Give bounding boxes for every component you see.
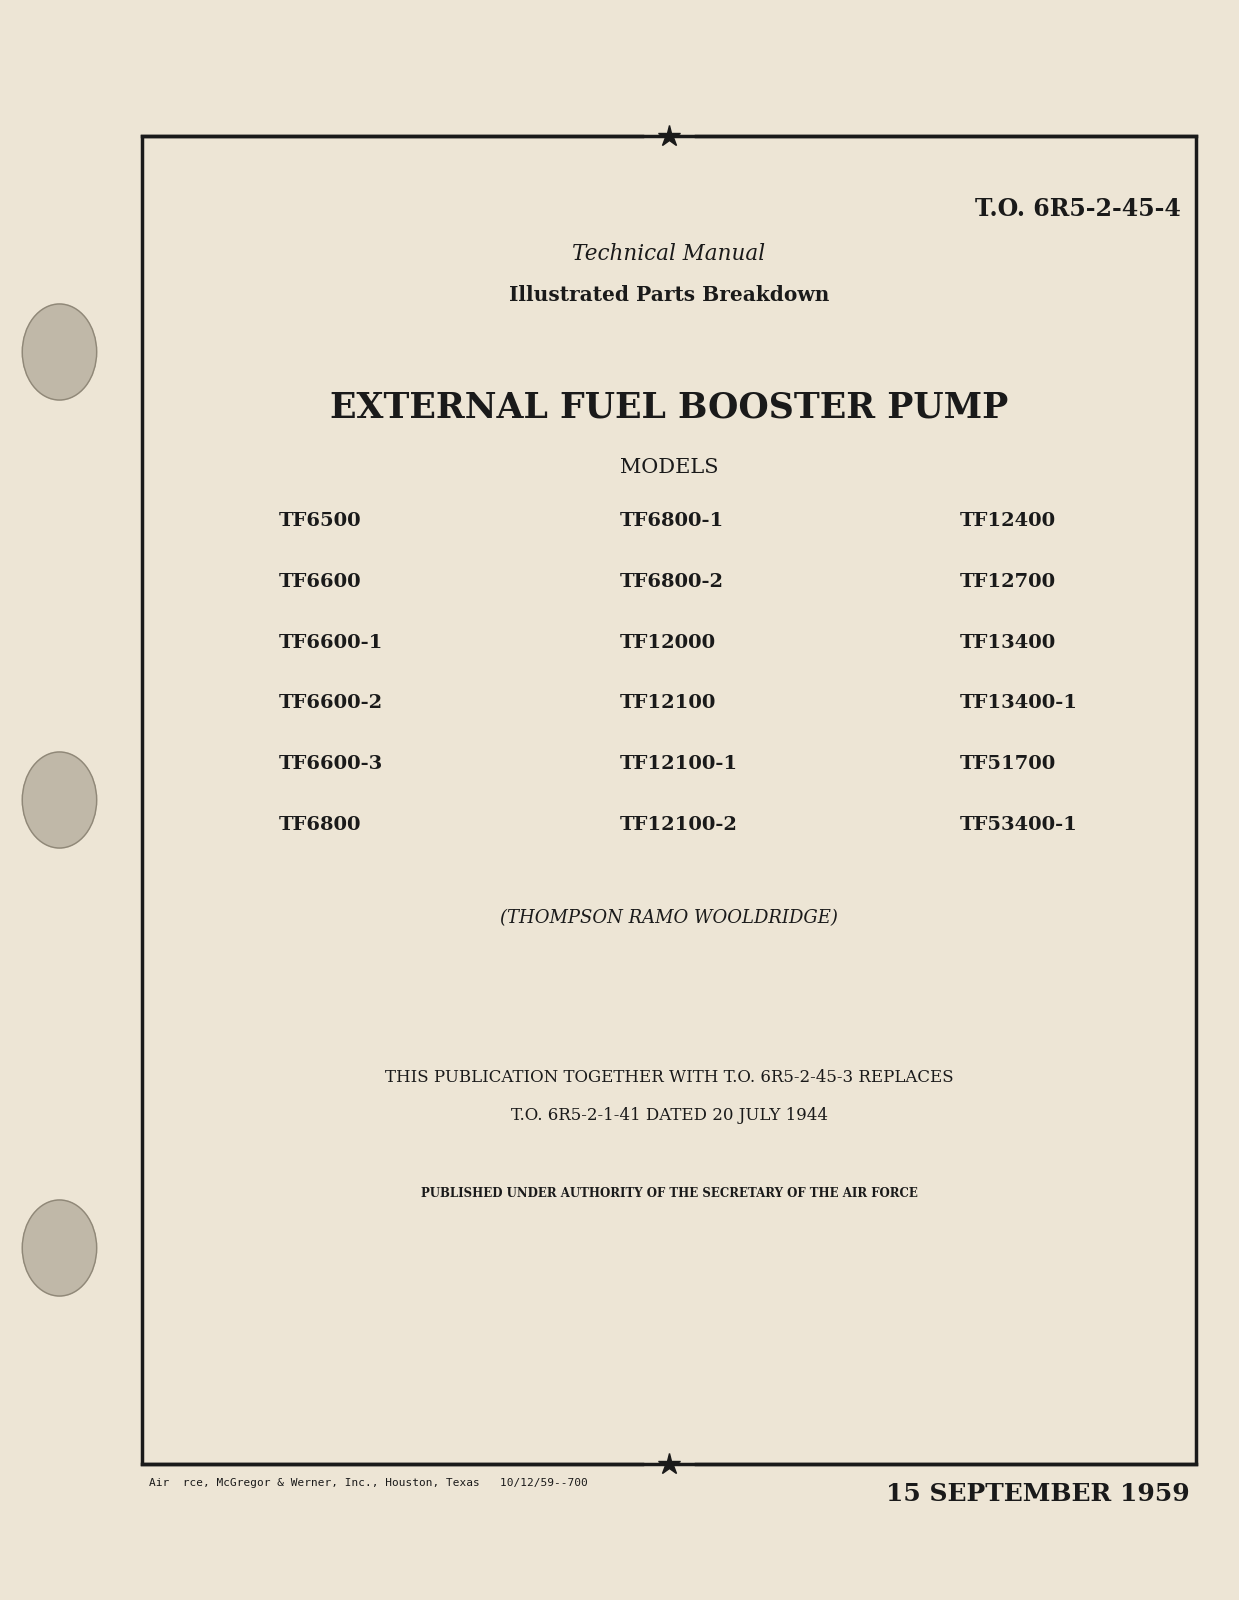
Text: 15 SEPTEMBER 1959: 15 SEPTEMBER 1959: [886, 1482, 1189, 1506]
Text: Illustrated Parts Breakdown: Illustrated Parts Breakdown: [509, 285, 829, 306]
Text: THIS PUBLICATION TOGETHER WITH T.O. 6R5-2-45-3 REPLACES: THIS PUBLICATION TOGETHER WITH T.O. 6R5-…: [385, 1069, 953, 1086]
Text: TF6600: TF6600: [279, 573, 362, 590]
Text: TF12700: TF12700: [960, 573, 1057, 590]
Circle shape: [22, 1200, 97, 1296]
Text: TF6800-1: TF6800-1: [620, 512, 724, 530]
Text: (THOMPSON RAMO WOOLDRIDGE): (THOMPSON RAMO WOOLDRIDGE): [501, 909, 838, 926]
Text: TF12400: TF12400: [960, 512, 1057, 530]
Text: EXTERNAL FUEL BOOSTER PUMP: EXTERNAL FUEL BOOSTER PUMP: [330, 390, 1009, 424]
Circle shape: [22, 752, 97, 848]
Text: T.O. 6R5-2-1-41 DATED 20 JULY 1944: T.O. 6R5-2-1-41 DATED 20 JULY 1944: [510, 1107, 828, 1125]
Text: TF12000: TF12000: [620, 634, 716, 651]
Text: TF6600-2: TF6600-2: [279, 694, 383, 712]
Text: TF51700: TF51700: [960, 755, 1057, 773]
Text: T.O. 6R5-2-45-4: T.O. 6R5-2-45-4: [975, 197, 1181, 221]
Text: TF12100-2: TF12100-2: [620, 816, 737, 834]
Text: Air  rce, McGregor & Werner, Inc., Houston, Texas   10/12/59--700: Air rce, McGregor & Werner, Inc., Housto…: [149, 1478, 587, 1488]
Text: TF13400-1: TF13400-1: [960, 694, 1078, 712]
Text: TF6800-2: TF6800-2: [620, 573, 724, 590]
Text: TF12100: TF12100: [620, 694, 716, 712]
Text: PUBLISHED UNDER AUTHORITY OF THE SECRETARY OF THE AIR FORCE: PUBLISHED UNDER AUTHORITY OF THE SECRETA…: [420, 1187, 918, 1200]
Bar: [142, 136, 1196, 1464]
Text: TF6800: TF6800: [279, 816, 362, 834]
Text: TF53400-1: TF53400-1: [960, 816, 1078, 834]
Text: TF6600-1: TF6600-1: [279, 634, 383, 651]
Text: TF6500: TF6500: [279, 512, 362, 530]
Text: TF12100-1: TF12100-1: [620, 755, 737, 773]
Text: MODELS: MODELS: [620, 458, 719, 477]
Circle shape: [22, 304, 97, 400]
Text: TF6600-3: TF6600-3: [279, 755, 383, 773]
Text: Technical Manual: Technical Manual: [572, 243, 766, 266]
Text: TF13400: TF13400: [960, 634, 1057, 651]
